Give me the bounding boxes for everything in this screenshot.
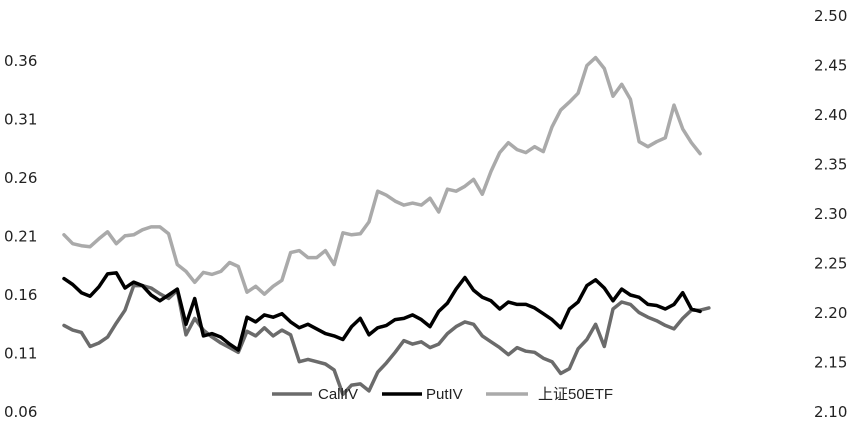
series-line-2 (62, 55, 702, 296)
legend-label: CallIV (318, 386, 358, 403)
series-line-0 (62, 283, 711, 397)
left-tick-label: 0.16 (4, 286, 37, 304)
left-tick-label: 0.36 (4, 52, 37, 70)
legend: CallIV PutIV 上证50ETF (272, 386, 613, 403)
left-tick-label: 0.26 (4, 169, 37, 187)
left-tick-label: 0.21 (4, 228, 37, 246)
right-tick-label: 2.20 (814, 304, 847, 322)
legend-label: PutIV (426, 386, 463, 403)
left-axis-ticks: 0.06 0.11 0.16 0.21 0.26 0.31 0.36 (4, 52, 37, 421)
right-tick-label: 2.50 (814, 7, 847, 25)
series-line-1 (62, 271, 702, 352)
right-tick-label: 2.25 (814, 255, 847, 273)
left-tick-label: 0.31 (4, 111, 37, 129)
left-tick-label: 0.11 (4, 345, 37, 363)
right-tick-label: 2.35 (814, 156, 847, 174)
legend-label: 上证50ETF (538, 386, 613, 403)
right-tick-label: 2.30 (814, 205, 847, 223)
right-tick-label: 2.15 (814, 354, 847, 372)
right-axis-ticks: 2.10 2.15 2.20 2.25 2.30 2.35 2.40 2.45 2.50 (814, 7, 847, 421)
right-tick-label: 2.10 (814, 403, 847, 421)
left-tick-label: 0.06 (4, 403, 37, 421)
series-lines (62, 55, 711, 397)
right-tick-label: 2.45 (814, 57, 847, 75)
right-tick-label: 2.40 (814, 106, 847, 124)
